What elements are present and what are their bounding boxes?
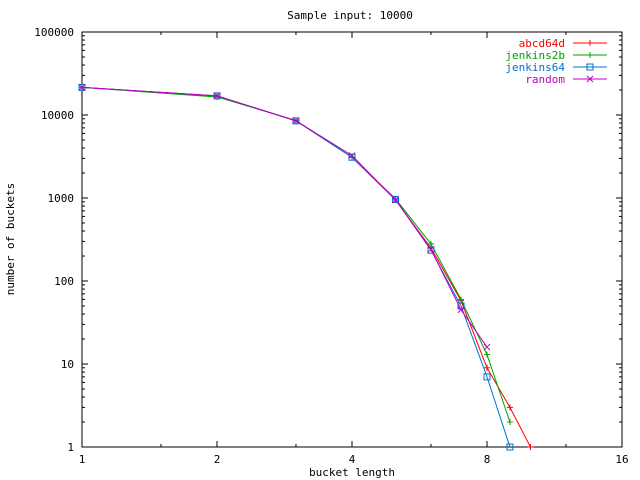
data-point <box>292 117 300 125</box>
marker-stroke <box>483 343 491 351</box>
y-tick-label: 100 <box>54 275 74 288</box>
x-tick-label: 1 <box>79 453 86 466</box>
data-point <box>527 444 534 450</box>
marker-stroke <box>292 117 300 125</box>
legend-label: abcd64d <box>519 37 565 50</box>
data-point <box>483 373 491 381</box>
x-tick-label: 4 <box>349 453 356 466</box>
legend-marker <box>586 75 594 83</box>
y-tick-label: 100000 <box>34 26 74 39</box>
marker-stroke <box>213 92 221 100</box>
data-point <box>427 246 435 254</box>
y-tick-label: 10 <box>61 358 74 371</box>
legend-label: jenkins2b <box>505 49 565 62</box>
legend-marker <box>587 52 593 58</box>
data-point <box>213 92 221 100</box>
data-point <box>427 240 434 247</box>
data-point <box>506 404 513 411</box>
marker-stroke <box>392 196 399 204</box>
marker-stroke <box>391 195 399 203</box>
data-point <box>457 296 464 303</box>
marker-stroke <box>586 63 594 71</box>
legend-marker <box>586 63 594 71</box>
marker-stroke <box>292 117 300 125</box>
data-point <box>457 306 465 314</box>
legend-label: random <box>525 73 565 86</box>
data-point <box>483 343 491 351</box>
data-point <box>506 419 513 426</box>
series-layer <box>78 83 534 451</box>
x-axis-label: bucket length <box>309 466 395 479</box>
x-tick-label: 16 <box>615 453 628 466</box>
legend-item: random <box>525 73 607 86</box>
marker-stroke <box>348 152 356 159</box>
data-point <box>484 351 490 358</box>
marker-stroke <box>457 306 465 314</box>
y-tick-label: 1000 <box>48 192 75 205</box>
marker-stroke <box>348 153 356 161</box>
y-tick-label: 10000 <box>41 109 74 122</box>
legend-marker <box>587 40 593 46</box>
data-point <box>392 196 399 204</box>
legend-label: jenkins64 <box>505 61 565 74</box>
chart-title: Sample input: 10000 <box>287 9 413 22</box>
series-line <box>81 86 488 348</box>
data-point <box>292 117 300 125</box>
data-point <box>506 443 514 451</box>
data-point <box>391 195 399 203</box>
marker-stroke <box>427 246 435 253</box>
data-point <box>484 364 490 371</box>
legend-item: jenkins64 <box>505 61 607 74</box>
legend-item: jenkins2b <box>505 49 607 62</box>
marker-stroke <box>586 75 594 83</box>
data-point <box>348 153 356 161</box>
x-tick-label: 2 <box>214 453 221 466</box>
data-point <box>348 152 356 159</box>
legend-item: abcd64d <box>519 37 607 50</box>
y-tick-label: 1 <box>67 441 74 454</box>
data-point <box>78 84 86 91</box>
marker-stroke <box>427 246 435 254</box>
marker-stroke <box>483 373 491 381</box>
marker-stroke <box>78 84 86 91</box>
series-random <box>78 84 491 351</box>
marker-stroke <box>506 443 514 451</box>
x-tick-label: 8 <box>484 453 491 466</box>
axes-layer: 1 2 4 8 16 1 10 100 1000 10000 100000 <box>34 26 628 466</box>
data-point <box>427 246 435 253</box>
y-axis-label: number of buckets <box>4 183 17 296</box>
